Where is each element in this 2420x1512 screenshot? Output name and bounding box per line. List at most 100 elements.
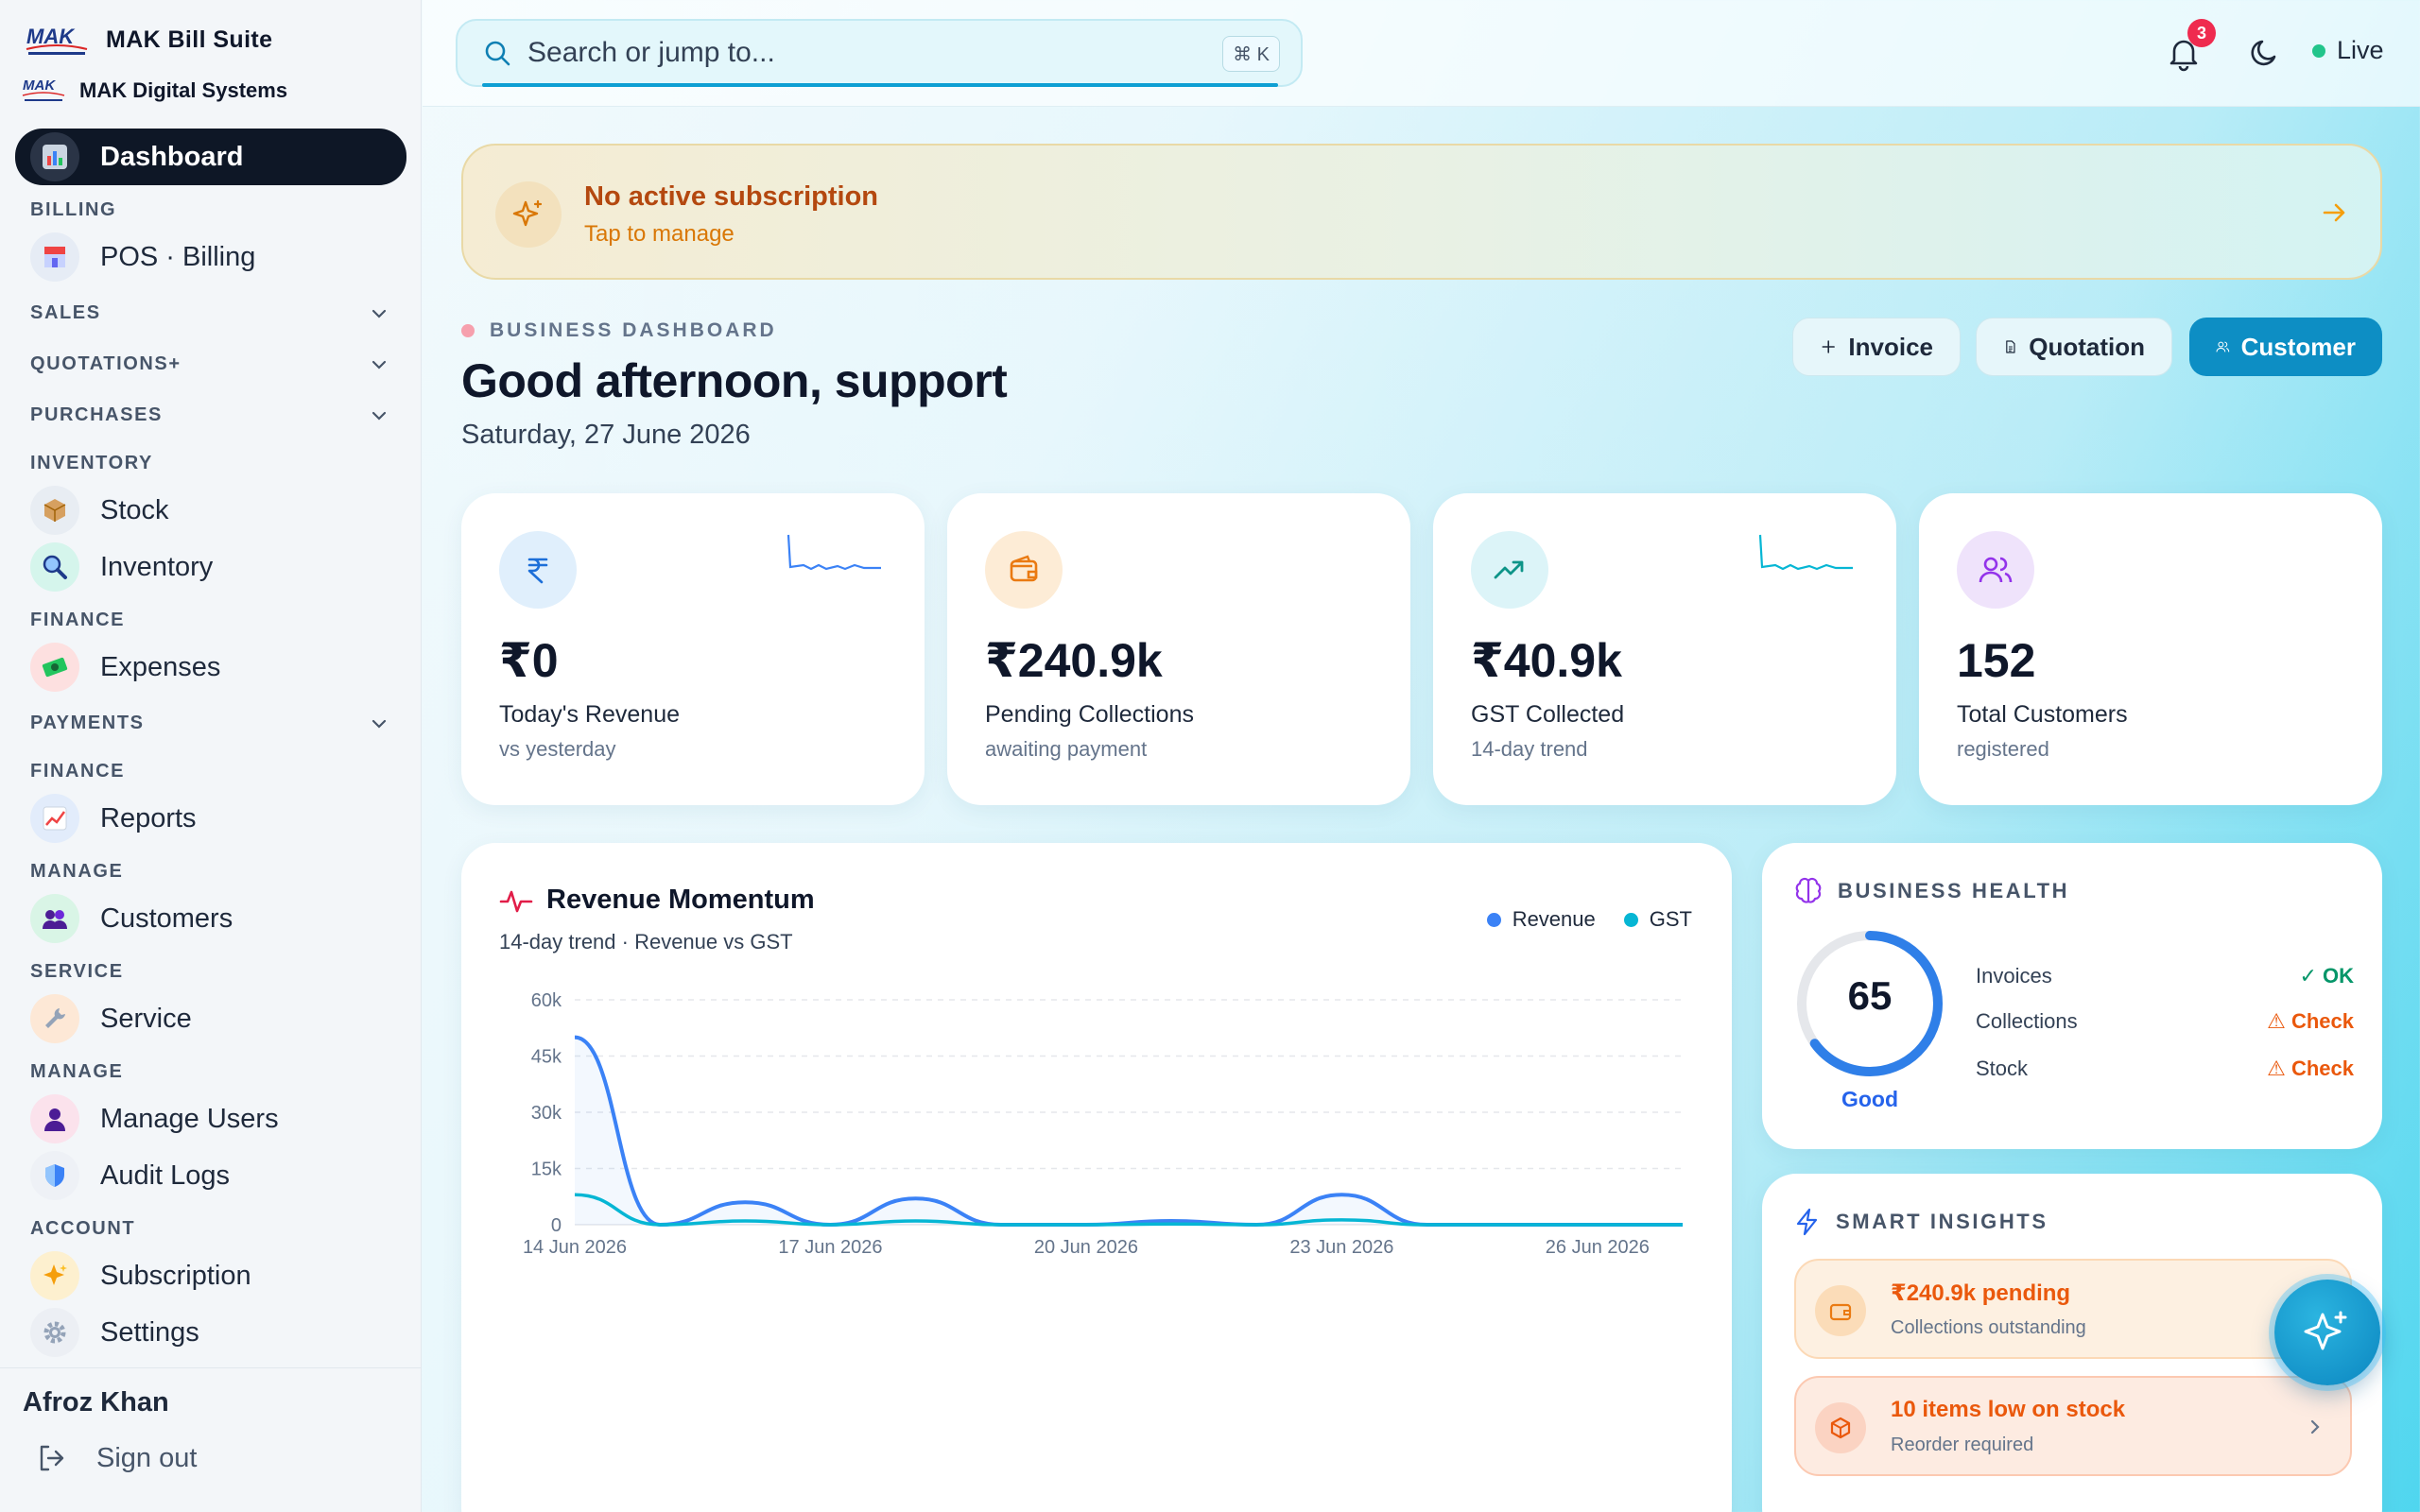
sidebar-item-expenses[interactable]: Expenses xyxy=(15,640,406,695)
legend-item-revenue[interactable]: Revenue xyxy=(1486,907,1596,932)
org-switcher[interactable]: MAK MAK Digital Systems xyxy=(21,72,287,110)
insight-pending[interactable]: ₹240.9k pending Collections outstanding xyxy=(1794,1259,2352,1359)
sidebar: MAK MAK Bill Suite MAK MAK Digital Syste… xyxy=(0,0,422,1512)
section-manage: MANAGE xyxy=(30,861,124,882)
lightning-icon xyxy=(1796,1208,1818,1236)
current-date: Saturday, 27 June 2026 xyxy=(461,420,751,450)
stat-sub: 14-day trend xyxy=(1471,737,1588,761)
sidebar-item-label: Expenses xyxy=(100,651,221,682)
bell-icon[interactable] xyxy=(2165,34,2203,72)
x-tick-label: 26 Jun 2026 xyxy=(1546,1237,1650,1258)
sidebar-item-manage-users[interactable]: Manage Users xyxy=(15,1091,406,1146)
revenue-chart-plot[interactable]: 0 15k 30k 45k 60k 14 Jun 2026 17 Jun 2026 20 Ju… xyxy=(461,966,1732,1287)
section-label: SALES xyxy=(30,302,101,323)
user-icon xyxy=(30,1094,79,1143)
series-line-revenue xyxy=(574,1035,1683,1227)
moon-icon[interactable] xyxy=(2248,36,2282,70)
sidebar-item-label: Customers xyxy=(100,902,233,934)
search-bar[interactable]: Search or jump to... ⌘ K xyxy=(456,19,1303,87)
data-point-revenue xyxy=(742,1199,748,1205)
money-icon xyxy=(30,643,79,692)
health-row-status: ✓ OK xyxy=(2299,964,2354,988)
sidebar-item-reports[interactable]: Reports xyxy=(15,791,406,846)
ai-assistant-button[interactable] xyxy=(2274,1280,2380,1385)
users-icon xyxy=(1957,531,2034,609)
section-purchases[interactable]: PURCHASES xyxy=(30,404,389,426)
trending-up-icon xyxy=(1471,531,1548,609)
health-row-status: ⚠ Check xyxy=(2267,1057,2354,1080)
logout-icon xyxy=(40,1445,64,1471)
health-row-invoices: Invoices ✓ OK xyxy=(1976,964,2354,988)
insight-low-stock[interactable]: 10 items low on stock Reorder required xyxy=(1794,1376,2352,1476)
stat-sub: awaiting payment xyxy=(985,737,1148,761)
sidebar-item-dashboard[interactable]: Dashboard xyxy=(15,129,406,185)
stat-value: ₹40.9k xyxy=(1471,634,1622,687)
stat-card-pending[interactable]: ₹240.9k Pending Collections awaiting pay… xyxy=(947,493,1410,805)
sidebar-item-stock[interactable]: Stock xyxy=(15,483,406,538)
app-name: MAK Bill Suite xyxy=(106,26,273,53)
x-tick-label: 14 Jun 2026 xyxy=(523,1237,627,1258)
chevron-down-icon xyxy=(372,411,387,421)
magnifier-icon xyxy=(30,542,79,592)
sidebar-item-service[interactable]: Service xyxy=(15,991,406,1046)
users-icon xyxy=(2216,341,2230,352)
data-point-revenue xyxy=(572,1035,578,1040)
section-inventory: INVENTORY xyxy=(30,453,153,473)
insight-subtitle: Collections outstanding xyxy=(1891,1317,2086,1338)
sidebar-item-customers[interactable]: Customers xyxy=(15,891,406,946)
data-point-gst xyxy=(1339,1217,1344,1223)
brand[interactable]: MAK MAK Bill Suite xyxy=(21,19,272,60)
stat-card-revenue[interactable]: ₹0 Today's Revenue vs yesterday xyxy=(461,493,925,805)
live-status: Live xyxy=(2312,36,2384,65)
stat-label: Today's Revenue xyxy=(499,701,681,728)
wallet-icon xyxy=(985,531,1063,609)
sidebar-item-subscription[interactable]: Subscription xyxy=(15,1248,406,1303)
legend-label: GST xyxy=(1649,907,1692,931)
gear-icon xyxy=(30,1308,79,1357)
sparkles-icon xyxy=(2304,1311,2347,1350)
section-service: SERVICE xyxy=(30,961,124,982)
sidebar-item-inventory[interactable]: Inventory xyxy=(15,540,406,594)
stat-label: Pending Collections xyxy=(985,701,1194,728)
button-label: Customer xyxy=(2240,332,2356,361)
data-point-gst xyxy=(1253,1222,1259,1228)
health-gauge: 65 xyxy=(1794,928,1945,1079)
section-label: PURCHASES xyxy=(30,404,163,425)
data-point-gst xyxy=(657,1222,663,1228)
data-point-gst xyxy=(998,1222,1004,1228)
section-sales[interactable]: SALES xyxy=(30,302,389,324)
section-quotations[interactable]: QUOTATIONS+ xyxy=(30,353,389,375)
revenue-momentum-card: Revenue Momentum 14-day trend · Revenue … xyxy=(461,843,1732,1512)
sidebar-item-settings[interactable]: Settings xyxy=(15,1305,406,1360)
button-label: Invoice xyxy=(1848,332,1933,361)
x-tick-label: 23 Jun 2026 xyxy=(1289,1237,1393,1258)
new-quotation-button[interactable]: Quotation xyxy=(1976,318,2172,376)
data-point-revenue xyxy=(913,1195,919,1201)
legend-item-gst[interactable]: GST xyxy=(1623,907,1692,932)
new-invoice-button[interactable]: Invoice xyxy=(1792,318,1961,376)
wallet-icon xyxy=(1815,1285,1866,1336)
health-row-label: Stock xyxy=(1976,1057,2029,1080)
sidebar-item-audit-logs[interactable]: Audit Logs xyxy=(15,1148,406,1203)
status-dot xyxy=(2312,43,2325,58)
stat-value: ₹0 xyxy=(499,634,559,687)
data-point-gst xyxy=(1680,1222,1685,1228)
insights-title: SMART INSIGHTS xyxy=(1836,1210,2048,1233)
sign-out-button[interactable]: Sign out xyxy=(36,1442,197,1474)
data-point-gst xyxy=(1510,1222,1515,1228)
subscription-banner[interactable]: No active subscription Tap to manage xyxy=(461,144,2382,280)
shield-icon xyxy=(30,1151,79,1200)
eyebrow-label: BUSINESS DASHBOARD xyxy=(490,319,777,341)
chevron-down-icon xyxy=(372,719,387,729)
sidebar-item-pos[interactable]: POS · Billing xyxy=(15,230,406,284)
new-customer-button[interactable]: Customer xyxy=(2189,318,2382,376)
org-name: MAK Digital Systems xyxy=(79,78,288,102)
section-payments[interactable]: PAYMENTS xyxy=(30,713,389,734)
data-point-gst xyxy=(1595,1222,1600,1228)
stat-card-gst[interactable]: ₹40.9k GST Collected 14-day trend xyxy=(1433,493,1896,805)
section-label: QUOTATIONS+ xyxy=(30,353,182,374)
health-row-collections: Collections ⚠ Check xyxy=(1976,1009,2354,1034)
stat-card-customers[interactable]: 152 Total Customers registered xyxy=(1919,493,2382,805)
package-icon xyxy=(30,486,79,535)
search-input[interactable]: Search or jump to... xyxy=(527,37,775,68)
